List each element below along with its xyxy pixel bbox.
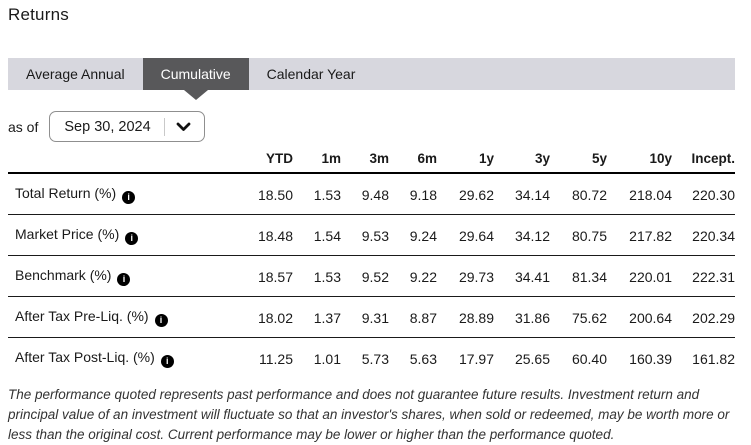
value-cell: 9.48 xyxy=(341,173,389,215)
chevron-down-icon xyxy=(176,122,191,132)
value-cell: 5.73 xyxy=(361,350,389,367)
value-cell: 9.22 xyxy=(389,255,437,297)
column-header-1y: 1y xyxy=(437,149,494,174)
as-of-label: as of xyxy=(8,118,39,135)
value-cell: 81.34 xyxy=(550,255,607,297)
value-cell: 18.57 xyxy=(233,255,293,297)
value-cell: 1.01 xyxy=(313,350,341,367)
row-label-cell: After Tax Pre-Liq. (%) i xyxy=(8,296,233,338)
value-cell: 31.86 xyxy=(494,296,550,338)
value-cell: 18.48 xyxy=(233,214,293,256)
value-cell: 202.29 xyxy=(672,296,735,338)
column-header-1m: 1m xyxy=(293,149,341,174)
value-cell: 218.04 xyxy=(607,173,672,215)
value-cell: 160.39 xyxy=(629,350,672,367)
tab-calendar-year[interactable]: Calendar Year xyxy=(266,66,356,82)
value-cell: 29.64 xyxy=(437,214,494,256)
info-icon[interactable]: i xyxy=(160,355,174,368)
date-dropdown-value: Sep 30, 2024 xyxy=(64,118,151,135)
column-header-ytd: YTD xyxy=(233,149,293,174)
info-icon[interactable]: i xyxy=(117,273,131,286)
row-label: Market Price (%) xyxy=(15,226,120,242)
column-header-5y: 5y xyxy=(550,149,607,174)
value-cell: 34.41 xyxy=(494,255,550,297)
value-cell: 8.87 xyxy=(389,296,437,338)
value-cell: 60.40 xyxy=(571,350,607,367)
value-cell: 34.14 xyxy=(494,173,550,215)
value-cell: 5.63 xyxy=(409,350,437,367)
row-label: Total Return (%) xyxy=(15,185,117,201)
value-cell: 11.25 xyxy=(259,350,293,367)
column-header-incept: Incept. xyxy=(672,149,735,174)
column-header-10y: 10y xyxy=(607,149,672,174)
returns-table: YTD 1m 3m 6m 1y 3y 5y 10y Incept. Total … xyxy=(8,149,735,378)
value-cell: 18.02 xyxy=(233,296,293,338)
value-cell: 9.53 xyxy=(341,214,389,256)
value-cell: 80.75 xyxy=(550,214,607,256)
row-label: After Tax Post-Liq. (%) xyxy=(15,349,155,365)
value-cell: 220.34 xyxy=(672,214,735,256)
row-label: After Tax Pre-Liq. (%) xyxy=(15,308,149,324)
info-icon[interactable]: i xyxy=(154,314,168,327)
value-cell: 220.30 xyxy=(672,173,735,215)
column-header-3y: 3y xyxy=(494,149,550,174)
table-row: Benchmark (%) i 18.57 1.53 9.52 9.22 29.7… xyxy=(8,255,735,297)
row-label: Benchmark (%) xyxy=(15,267,112,283)
value-cell: 1.53 xyxy=(293,173,341,215)
info-icon[interactable]: i xyxy=(125,232,139,245)
value-cell: 29.62 xyxy=(437,173,494,215)
returns-tabs: Average Annual Cumulative Calendar Year xyxy=(8,58,735,90)
column-header-3m: 3m xyxy=(341,149,389,174)
value-cell: 1.53 xyxy=(293,255,341,297)
table-row: After Tax Pre-Liq. (%) i 18.02 1.37 9.31 … xyxy=(8,296,735,338)
tab-cumulative[interactable]: Cumulative xyxy=(142,58,249,90)
value-cell: 9.52 xyxy=(341,255,389,297)
value-cell: 29.73 xyxy=(437,255,494,297)
info-icon[interactable]: i xyxy=(122,191,136,204)
value-cell: 9.24 xyxy=(389,214,437,256)
value-cell: 1.54 xyxy=(293,214,341,256)
dropdown-divider xyxy=(163,117,165,136)
row-label-cell: Benchmark (%) i xyxy=(8,255,233,297)
page-title: Returns xyxy=(8,5,69,24)
value-cell: 200.64 xyxy=(607,296,672,338)
value-cell: 17.97 xyxy=(458,350,494,367)
value-cell: 161.82 xyxy=(692,350,735,367)
table-row: Market Price (%) i 18.48 1.54 9.53 9.24 2… xyxy=(8,214,735,256)
value-cell: 9.31 xyxy=(341,296,389,338)
table-row: Total Return (%) i 18.50 1.53 9.48 9.18 2… xyxy=(8,173,735,215)
value-cell: 217.82 xyxy=(607,214,672,256)
table-row: After Tax Post-Liq. (%) i 11.25 1.01 5.73… xyxy=(8,338,735,379)
value-cell: 75.62 xyxy=(550,296,607,338)
performance-disclaimer: The performance quoted represents past p… xyxy=(8,387,730,442)
value-cell: 9.18 xyxy=(389,173,437,215)
value-cell: 220.01 xyxy=(607,255,672,297)
row-label-cell: After Tax Post-Liq. (%) i xyxy=(8,338,233,379)
row-label-cell: Total Return (%) i xyxy=(8,173,233,215)
value-cell: 34.12 xyxy=(494,214,550,256)
value-cell: 1.37 xyxy=(293,296,341,338)
table-header-row: YTD 1m 3m 6m 1y 3y 5y 10y Incept. xyxy=(8,149,735,174)
row-label-cell: Market Price (%) i xyxy=(8,214,233,256)
column-header-empty xyxy=(8,149,233,174)
value-cell: 28.89 xyxy=(437,296,494,338)
date-dropdown[interactable]: Sep 30, 2024 xyxy=(49,111,205,142)
column-header-6m: 6m xyxy=(389,149,437,174)
tab-average-annual[interactable]: Average Annual xyxy=(26,66,125,82)
as-of-row: as of Sep 30, 2024 xyxy=(8,111,735,142)
value-cell: 25.65 xyxy=(514,350,550,367)
value-cell: 222.31 xyxy=(672,255,735,297)
value-cell: 80.72 xyxy=(550,173,607,215)
value-cell: 18.50 xyxy=(233,173,293,215)
